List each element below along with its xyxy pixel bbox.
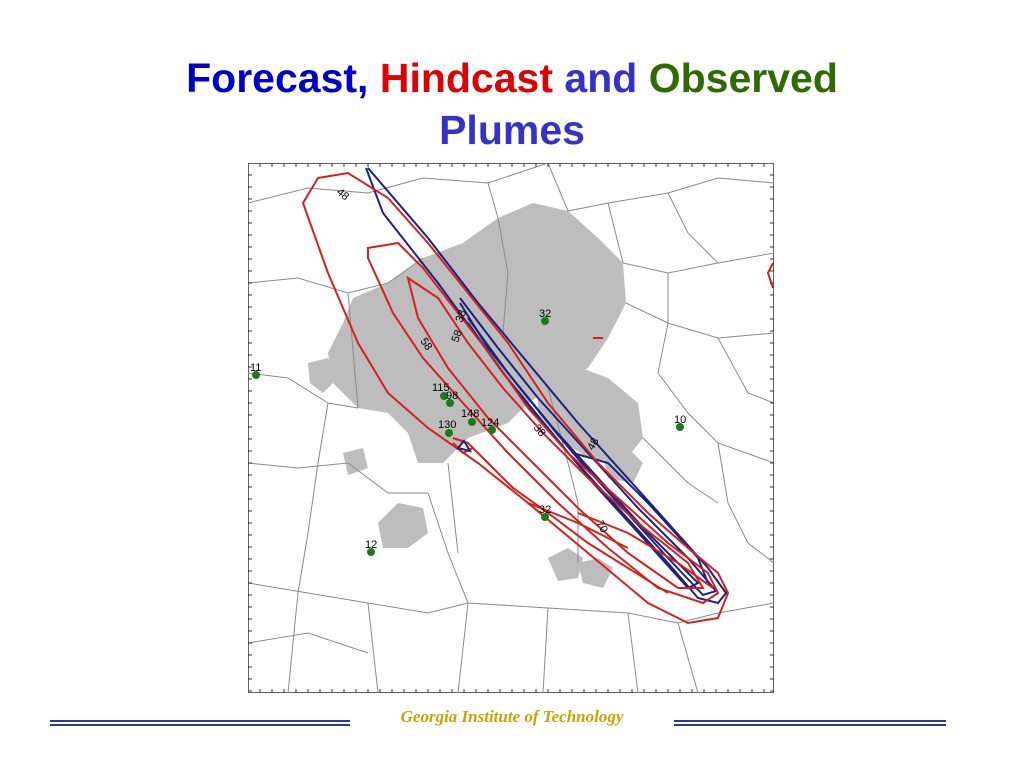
observed-marker bbox=[456, 439, 473, 453]
title-line-1: Forecast, Hindcast and Observed bbox=[0, 52, 1024, 104]
svg-text:32: 32 bbox=[539, 504, 551, 516]
footer-rule-right bbox=[674, 719, 946, 728]
footer-rule-left bbox=[50, 719, 350, 728]
contour-label: 58 bbox=[418, 336, 435, 353]
svg-text:11: 11 bbox=[250, 362, 261, 374]
title-word-forecast: Forecast, bbox=[186, 55, 369, 101]
svg-text:12: 12 bbox=[365, 539, 377, 551]
station-marker: 148 bbox=[461, 408, 479, 426]
plume-map: 48 58 58 38 38 48 70 32 11 115 98 148 12… bbox=[248, 163, 774, 693]
station-marker: 32 bbox=[539, 504, 551, 521]
svg-text:32: 32 bbox=[539, 308, 551, 320]
station-marker: 124 bbox=[481, 417, 499, 434]
station-marker: 115 bbox=[432, 382, 450, 400]
svg-text:10: 10 bbox=[674, 414, 686, 426]
title-line-2: Plumes bbox=[439, 107, 585, 153]
svg-text:115: 115 bbox=[432, 382, 450, 394]
stations: 32 11 115 98 148 124 130 10 32 12 bbox=[250, 308, 686, 556]
station-marker: 10 bbox=[674, 414, 686, 431]
contour-label: 48 bbox=[585, 436, 602, 453]
station-marker: 11 bbox=[250, 362, 261, 379]
station-marker: 32 bbox=[539, 308, 551, 325]
title-word-and: and bbox=[564, 55, 638, 101]
contour-label: 70 bbox=[593, 519, 610, 536]
svg-text:148: 148 bbox=[461, 408, 479, 420]
title-word-observed: Observed bbox=[648, 55, 838, 101]
slide-title: Forecast, Hindcast and Observed Plumes bbox=[0, 52, 1024, 156]
contour-label: 38 bbox=[454, 308, 469, 324]
map-border-ticks bbox=[248, 163, 774, 693]
contour-labels: 48 58 58 38 38 48 70 bbox=[334, 186, 610, 535]
contour-label: 58 bbox=[450, 328, 465, 344]
station-marker: 130 bbox=[438, 419, 456, 437]
svg-text:98: 98 bbox=[446, 390, 458, 402]
footer-institution: Georgia Institute of Technology bbox=[400, 707, 624, 726]
station-marker: 12 bbox=[365, 539, 377, 556]
svg-text:130: 130 bbox=[438, 419, 456, 431]
hindcast-plume bbox=[301, 171, 774, 625]
urban-area bbox=[308, 203, 643, 588]
station-marker: 98 bbox=[446, 390, 458, 407]
county-boundaries bbox=[248, 163, 774, 693]
svg-text:124: 124 bbox=[481, 417, 499, 429]
title-word-hindcast: Hindcast bbox=[379, 55, 553, 101]
